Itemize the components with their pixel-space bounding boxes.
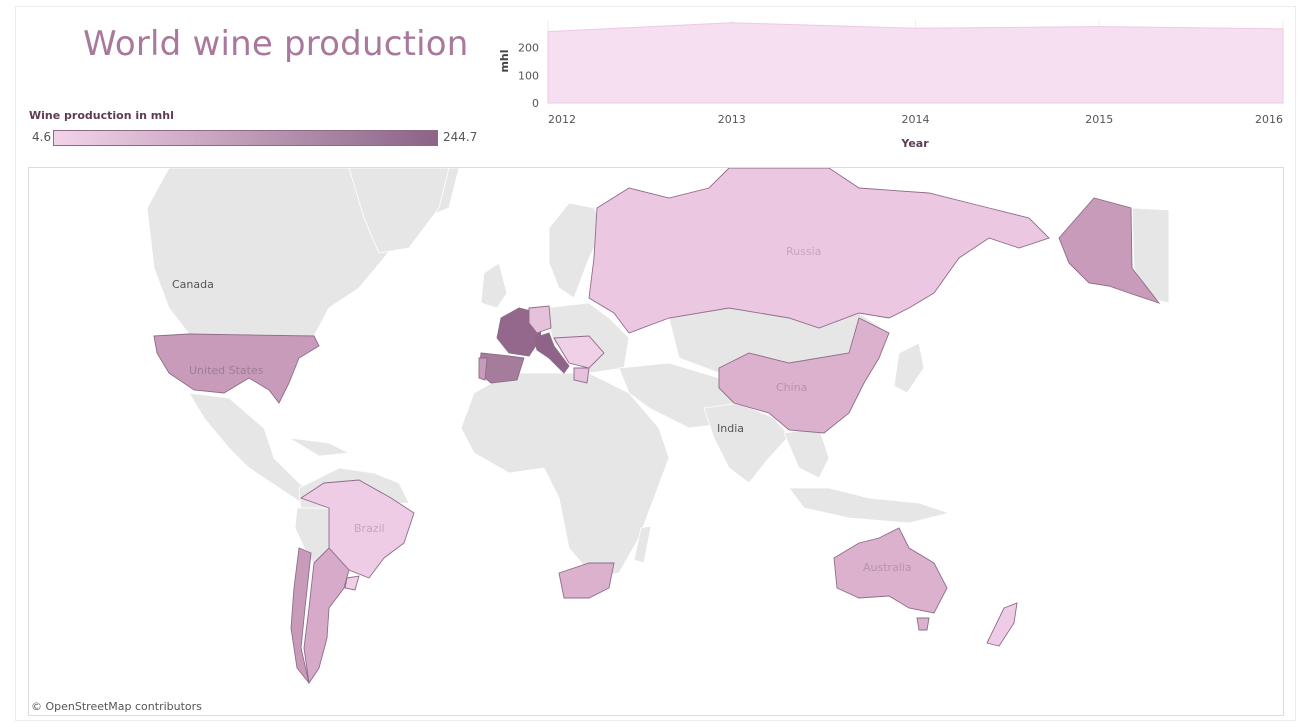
y-tick-label: 0 (532, 97, 539, 110)
country-chile[interactable] (290, 547, 312, 684)
country-greenland[interactable] (348, 168, 450, 254)
legend-max-value: 244.7 (443, 130, 478, 144)
country-australia[interactable] (833, 527, 948, 614)
map-label-us: United States (189, 364, 264, 377)
x-tick-label: 2016 (1255, 113, 1283, 126)
map-label-russia: Russia (786, 245, 821, 258)
country-germany[interactable] (528, 305, 552, 334)
map-label-canada: Canada (172, 278, 214, 291)
country-tasmania[interactable] (916, 617, 930, 631)
map-label-china: China (776, 381, 807, 394)
legend-title: Wine production in mhl (29, 109, 174, 122)
region-yukon[interactable] (1131, 207, 1170, 304)
country-madagascar[interactable] (633, 525, 652, 564)
region-africa[interactable] (460, 372, 670, 579)
legend-min-value: 4.6 (32, 130, 52, 144)
country-greece[interactable] (573, 367, 590, 384)
world-map[interactable]: Canada United States Russia China India … (28, 167, 1284, 716)
page-title: World wine production (83, 24, 469, 64)
region-scandinavia[interactable] (548, 202, 605, 299)
y-tick-label: 100 (518, 69, 539, 82)
country-argentina[interactable] (303, 547, 350, 685)
country-balkans[interactable] (553, 335, 605, 369)
production-area-chart[interactable]: 0 100 200 2012 2013 2014 2015 2016 mhl Year (495, 14, 1295, 159)
country-south-africa[interactable] (558, 562, 615, 599)
x-axis-ticks: 2012 2013 2014 2015 2016 (548, 113, 1283, 126)
x-axis-label: Year (900, 137, 929, 150)
country-new-zealand[interactable] (986, 602, 1018, 647)
country-alaska[interactable] (1058, 197, 1161, 304)
country-portugal[interactable] (478, 357, 488, 381)
y-axis-ticks: 0 100 200 (518, 42, 539, 110)
x-tick-label: 2015 (1085, 113, 1113, 126)
dashboard-frame (15, 6, 1296, 721)
country-uk[interactable] (480, 262, 508, 309)
country-japan[interactable] (893, 342, 925, 394)
map-label-brazil: Brazil (354, 522, 385, 535)
legend-color-ramp (53, 130, 438, 146)
map-label-australia: Australia (863, 561, 912, 574)
country-uruguay[interactable] (344, 575, 360, 591)
region-caribbean[interactable] (288, 437, 351, 457)
region-southeast-asia[interactable] (783, 427, 830, 479)
area-series[interactable] (547, 22, 1284, 104)
map-credit: © OpenStreetMap contributors (31, 700, 202, 713)
country-united-states[interactable] (153, 333, 320, 404)
x-tick-label: 2014 (902, 113, 930, 126)
country-china[interactable] (718, 317, 890, 434)
x-tick-label: 2012 (548, 113, 576, 126)
country-russia[interactable] (588, 168, 1050, 334)
map-label-india: India (717, 422, 744, 435)
y-axis-label: mhl (498, 49, 511, 72)
country-italy[interactable] (533, 332, 570, 374)
region-indonesia[interactable] (788, 487, 951, 524)
x-tick-label: 2013 (718, 113, 746, 126)
y-tick-label: 200 (518, 42, 539, 55)
